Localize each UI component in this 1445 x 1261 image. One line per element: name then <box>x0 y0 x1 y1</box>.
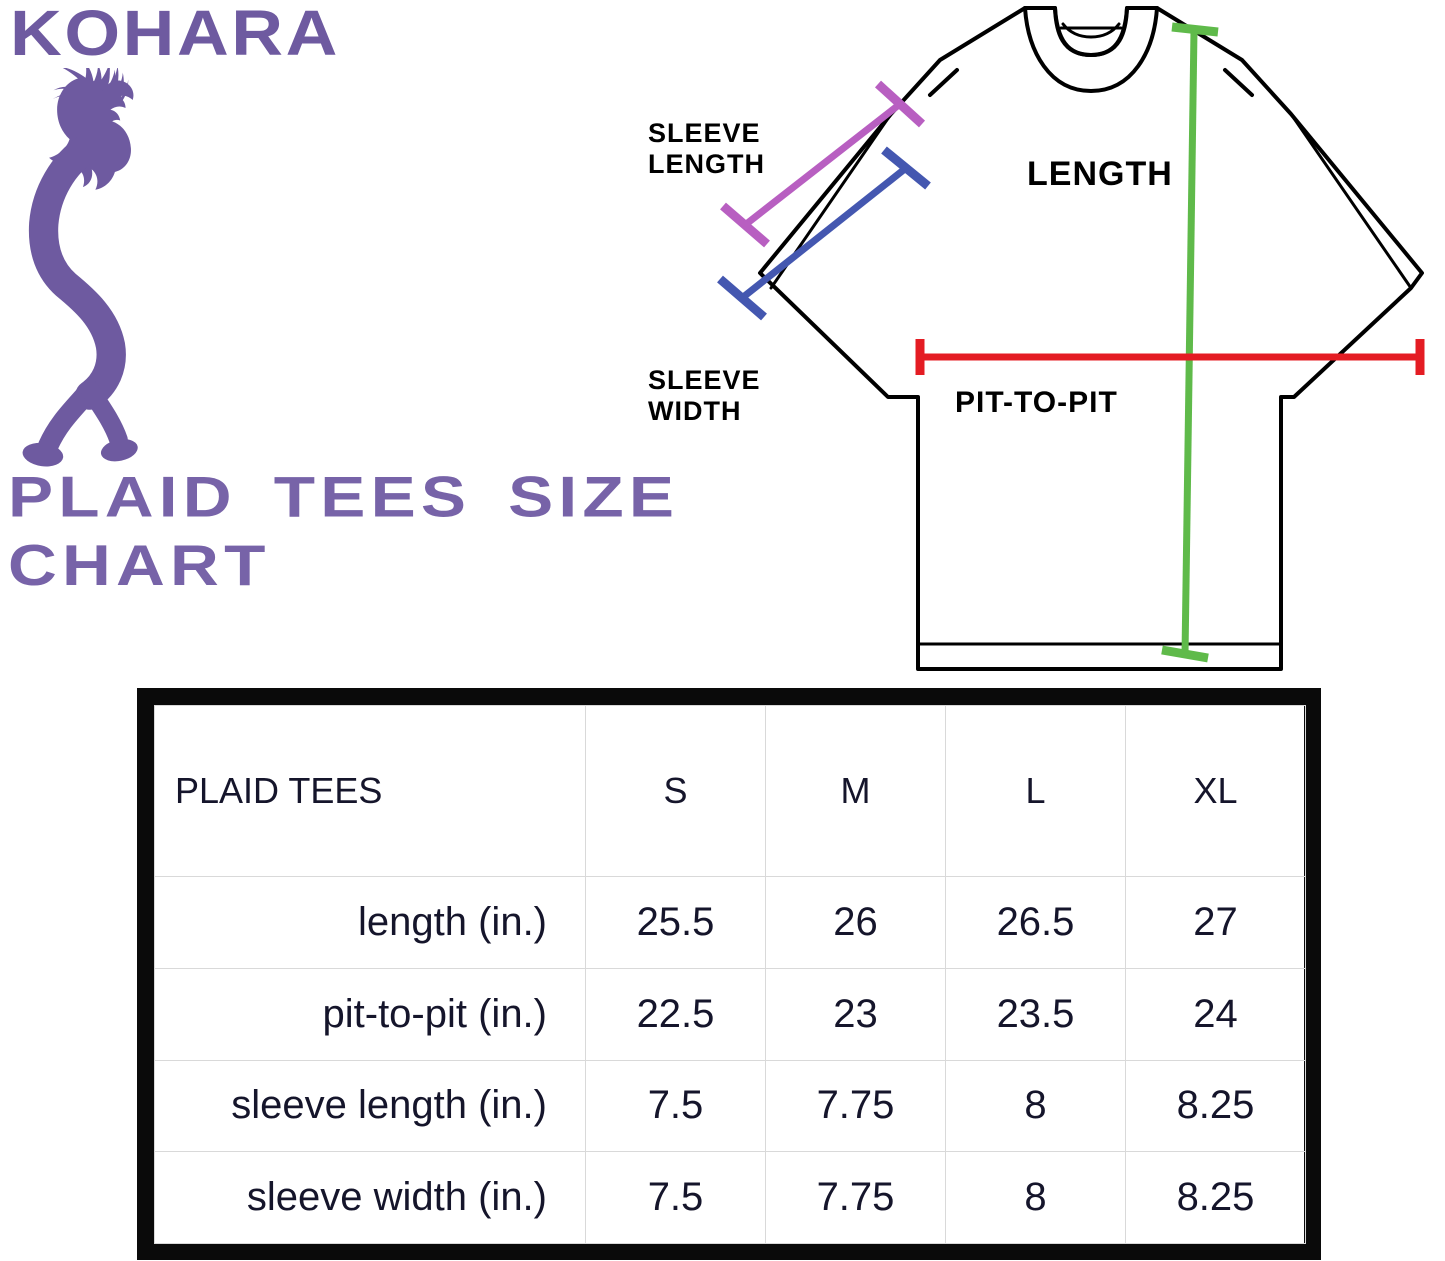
svg-text:LENGTH: LENGTH <box>1027 155 1173 193</box>
svg-text:PIT-TO-PIT: PIT-TO-PIT <box>955 386 1118 419</box>
